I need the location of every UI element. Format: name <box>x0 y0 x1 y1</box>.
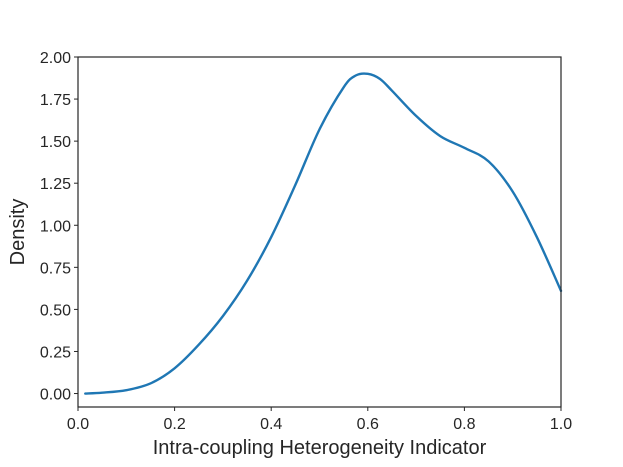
y-tick-label: 2.00 <box>40 50 71 67</box>
y-tick-label: 1.75 <box>40 92 71 109</box>
plot-frame <box>77 56 562 408</box>
y-tick-label: 0.75 <box>40 260 71 277</box>
x-tick-label: 0.0 <box>67 416 89 433</box>
y-tick-label: 1.00 <box>40 218 71 235</box>
x-axis-title: Intra-coupling Heterogeneity Indicator <box>153 437 487 459</box>
y-tick-label: 1.25 <box>40 176 71 193</box>
y-tick-label: 0.00 <box>40 387 71 404</box>
x-tick-label: 0.4 <box>260 416 282 433</box>
y-tick-label: 0.50 <box>40 302 71 319</box>
x-tick-label: 1.0 <box>550 416 572 433</box>
y-tick-label: 1.50 <box>40 134 71 151</box>
y-axis-ticks: 0.00 0.25 0.50 0.75 1.00 1.25 1.50 1.75 2.00 <box>40 50 78 404</box>
y-tick-label: 0.25 <box>40 344 71 361</box>
plot-area <box>78 57 561 407</box>
series-layer <box>84 72 563 395</box>
density-curve <box>84 72 563 395</box>
x-tick-label: 0.6 <box>357 416 379 433</box>
x-tick-label: 0.8 <box>453 416 475 433</box>
x-axis-ticks: 0.0 0.2 0.4 0.6 0.8 1.0 <box>67 407 572 433</box>
x-tick-label: 0.2 <box>163 416 185 433</box>
y-axis-title: Density <box>7 199 29 266</box>
